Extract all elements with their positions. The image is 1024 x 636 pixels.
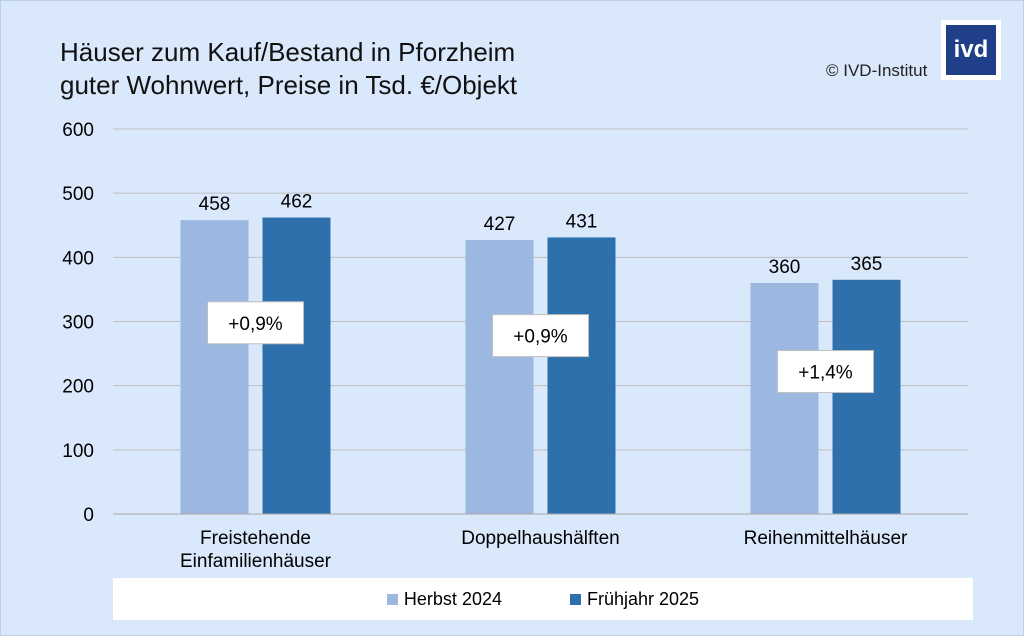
legend-swatch-series-2 [569, 593, 581, 605]
copyright-text: © IVD-Institut [826, 61, 928, 80]
x-category-label: Doppelhaushälften [461, 528, 619, 549]
legend-item-series-2: Frühjahr 2025 [569, 588, 700, 610]
data-label: 427 [484, 214, 516, 235]
legend-label-series-2: Frühjahr 2025 [586, 588, 700, 609]
data-label: 462 [281, 192, 313, 213]
x-category-label-line: Freistehende [200, 528, 311, 549]
x-category-label: Freistehende Einfamilienhäuser [180, 528, 332, 572]
data-label: 458 [199, 194, 231, 215]
change-annotation-label: +1,4% [798, 363, 853, 384]
bar-series-2 [547, 237, 616, 515]
change-annotation-label: +0,9% [228, 314, 283, 335]
y-tick-label: 0 [83, 505, 94, 526]
x-category-label-line: Doppelhaushälften [461, 528, 619, 549]
legend-item-series-1: Herbst 2024 [386, 588, 502, 610]
bar-series-2 [832, 279, 901, 514]
data-label: 360 [769, 257, 801, 278]
bar-series-1 [465, 240, 534, 514]
chart-title-line-1: Häuser zum Kauf/Bestand in Pforzheim [60, 37, 516, 67]
ivd-logo: ivd [941, 20, 1001, 80]
bar-series-1 [180, 220, 249, 514]
bar-series-2 [262, 217, 331, 515]
change-annotation-box [207, 301, 304, 345]
chart-title: Häuser zum Kauf/Bestand in Pforzheim gut… [60, 36, 517, 102]
change-annotation-box [492, 314, 589, 358]
legend-swatch-series-1 [386, 593, 398, 605]
x-category-label-line: Reihenmittelhäuser [744, 528, 908, 549]
x-category-label-line: Einfamilienhäuser [180, 551, 332, 572]
legend-label-series-1: Herbst 2024 [403, 588, 502, 609]
chart-title-line-2: guter Wohnwert, Preise in Tsd. €/Objekt [60, 70, 518, 100]
ivd-logo-text: ivd [946, 25, 996, 75]
data-label: 431 [566, 211, 598, 232]
bar-series-1 [750, 283, 819, 514]
y-tick-label: 300 [62, 313, 94, 334]
y-tick-label: 600 [62, 120, 94, 141]
y-tick-label: 200 [62, 377, 94, 398]
data-label: 365 [851, 254, 883, 275]
change-annotation-box [777, 350, 874, 394]
change-annotation-label: +0,9% [513, 327, 568, 348]
x-category-label: Reihenmittelhäuser [744, 528, 908, 549]
legend: Herbst 2024 Frühjahr 2025 [113, 578, 973, 620]
y-tick-label: 400 [62, 248, 94, 269]
y-tick-label: 500 [62, 184, 94, 205]
y-tick-label: 100 [62, 441, 94, 462]
